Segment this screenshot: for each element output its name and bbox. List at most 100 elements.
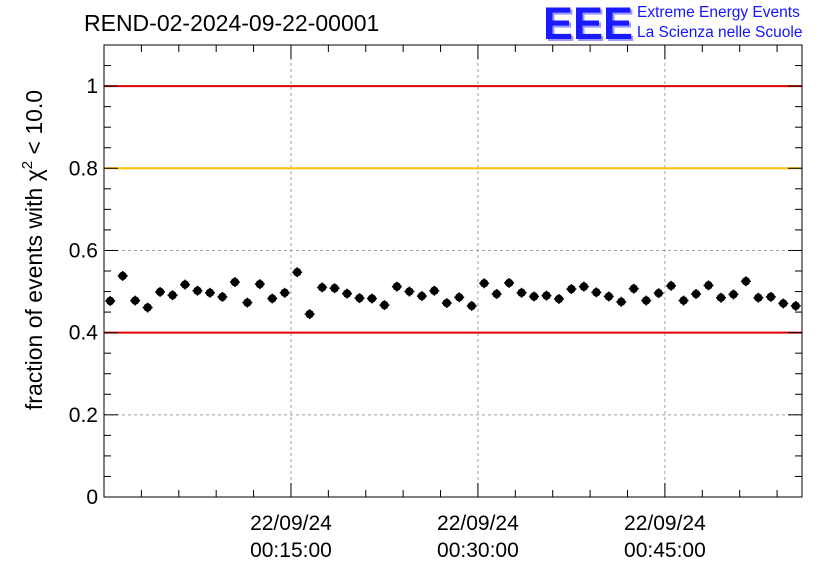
data-point [466,300,477,311]
point-marker [292,268,302,277]
point-marker [180,280,190,289]
point-marker [754,293,763,302]
point-marker [529,292,539,301]
data-point [491,289,502,299]
data-point [229,277,240,288]
data-point [404,286,415,297]
eee-logo-mark: EEE [543,0,634,49]
point-marker [479,279,489,288]
data-point [329,283,340,294]
data-point [616,296,627,307]
point-marker [617,297,626,307]
data-point [516,287,527,298]
point-marker [305,309,314,319]
data-point [778,298,789,309]
data-point [242,297,253,308]
data-point [790,300,801,311]
data-point [578,281,589,292]
plot-frame [103,44,803,498]
data-point [529,291,540,302]
point-marker [168,291,177,300]
point-marker [791,301,800,311]
point-marker [604,292,614,301]
point-marker [106,296,115,306]
data-point [304,309,315,320]
point-marker [517,288,526,297]
x-tick-label-time: 00:15:00 [250,539,332,562]
data-point [130,295,141,306]
point-marker [118,271,127,281]
logo-text-line1: Extreme Energy Events [637,4,800,21]
point-marker [280,288,289,297]
data-point [641,295,652,306]
data-point [666,280,677,291]
point-marker [317,283,327,292]
chart-title: REND-02-2024-09-22-00001 [84,10,380,36]
data-point [379,300,390,311]
data-point [342,288,353,299]
data-point [553,294,564,304]
data-point [317,282,328,293]
point-marker [666,281,676,290]
data-point [541,290,552,301]
point-marker [143,303,152,312]
data-point [765,291,776,302]
point-marker [205,288,215,297]
data-point [204,287,215,298]
y-axis-label: fraction of events with χ2 < 10.0 [19,90,47,410]
y-axis-label-prefix: fraction of events with χ [21,169,47,410]
point-marker [741,277,751,286]
y-axis-label-suffix: < 10.0 [21,90,47,161]
point-marker [554,294,564,304]
data-point [691,289,702,299]
x-tick-label-time: 00:30:00 [437,539,519,562]
point-marker [704,281,713,290]
data-point [504,277,515,288]
data-point [217,291,228,302]
data-point [167,290,178,301]
point-marker [268,294,277,303]
data-point [715,292,726,303]
data-point [416,291,427,301]
point-marker [716,293,726,302]
point-marker [243,298,252,307]
data-point [591,287,602,298]
y-axis: 0 0.2 0.4 0.6 0.8 1 [69,44,802,509]
point-marker [367,294,377,303]
y-tick-label: 0.2 [69,404,98,427]
data-point [753,292,764,303]
point-marker [504,278,514,288]
logo-text-line2: La Scienza nelle Scuole [637,24,803,41]
point-marker [230,277,240,287]
data-point [180,279,191,290]
data-point [566,284,577,295]
point-marker [355,293,364,303]
data-point [678,295,689,306]
data-point [740,276,751,287]
data-point [105,296,116,306]
data-point [117,271,128,281]
point-marker [654,288,663,298]
data-point [454,292,465,303]
x-tick-label-time: 00:45:00 [624,539,706,562]
point-marker [255,279,265,289]
point-marker [679,296,688,305]
point-marker [641,296,651,305]
data-point [254,279,265,290]
y-tick-label: 0.4 [69,322,99,345]
point-marker [342,289,352,298]
data-point [279,287,290,298]
point-marker [729,290,738,299]
data-point [703,280,714,291]
data-point [728,289,739,300]
y-tick-label: 0.8 [69,157,98,180]
point-marker [442,298,451,308]
point-marker [193,286,202,295]
data-point [628,283,639,294]
point-marker [218,292,227,302]
point-marker [392,282,402,291]
y-axis-label-sup: 2 [19,161,36,169]
x-tick-label-date: 22/09/24 [624,512,706,535]
point-marker [417,291,427,301]
